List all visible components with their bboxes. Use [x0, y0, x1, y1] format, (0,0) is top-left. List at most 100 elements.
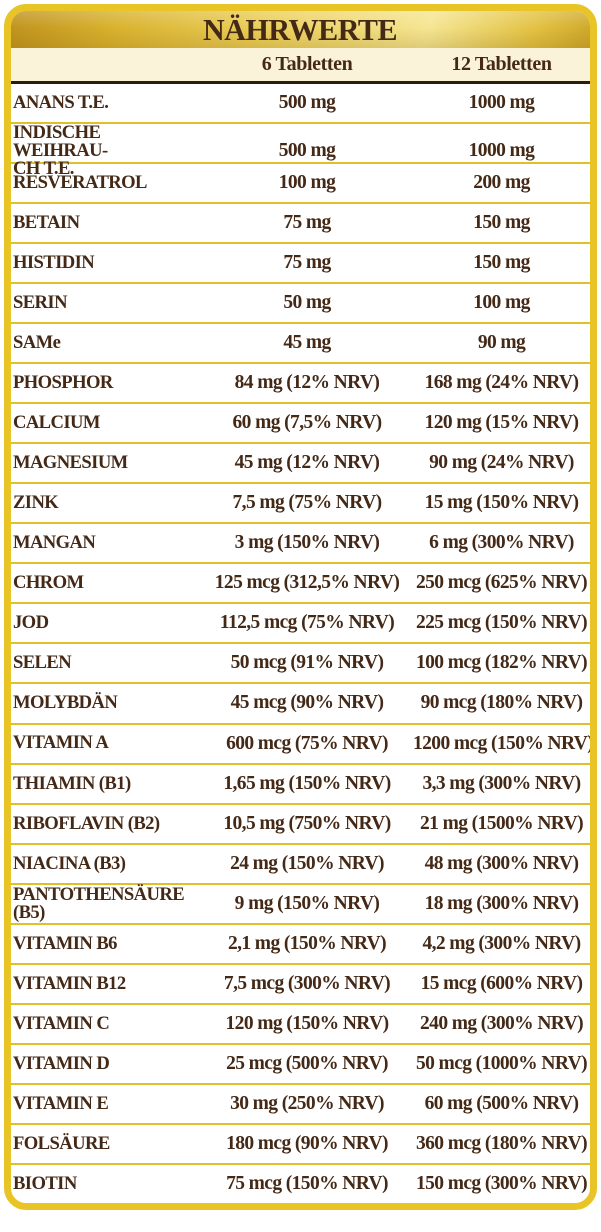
row-value-12-tabletten: 1000 mg — [468, 92, 535, 114]
row-label: PANTOTHENSÄURE (B5) — [12, 883, 185, 923]
row-label: SERIN — [12, 292, 68, 314]
row-value-6-tabletten: 3 mg (150% NRV) — [234, 532, 380, 554]
row-label: BETAIN — [12, 212, 80, 234]
table-row: PANTOTHENSÄURE (B5) 9 mg (150% NRV) 18 m… — [11, 885, 590, 925]
table-row: BIOTIN 75 mcg (150% NRV) 150 mcg (300% N… — [11, 1165, 590, 1203]
table-row: ANANS T.E. 500 mg 1000 mg — [11, 84, 590, 125]
table-row: VITAMIN E 30 mg (250% NRV) 60 mg (500% N… — [11, 1085, 590, 1125]
row-label: CHROM — [12, 572, 84, 594]
row-label: PHOSPHOR — [12, 372, 113, 394]
column-header-12-tabletten: 12 Tabletten — [451, 53, 552, 75]
row-label: MOLYBDÄN — [12, 692, 118, 714]
row-label: NIACINA (B3) — [12, 852, 126, 874]
table-row: VITAMIN B12 7,5 mcg (300% NRV) 15 mcg (6… — [11, 965, 590, 1005]
row-value-12-tabletten: 250 mcg (625% NRV) — [415, 572, 588, 594]
row-value-12-tabletten: 360 mcg (180% NRV) — [415, 1132, 588, 1154]
table-row: MOLYBDÄN 45 mcg (90% NRV) 90 mcg (180% N… — [11, 684, 590, 725]
row-label: INDISCHE WEIHRAU- CH T.E. — [12, 122, 108, 180]
row-value-12-tabletten: 100 mg — [473, 292, 530, 314]
row-label: JOD — [12, 612, 49, 634]
row-value-12-tabletten: 90 mg — [477, 332, 526, 354]
row-value-12-tabletten: 120 mg (15% NRV) — [424, 412, 579, 434]
row-label: CALCIUM — [12, 412, 101, 434]
table-row: VITAMIN D 25 mcg (500% NRV) 50 mcg (1000… — [11, 1045, 590, 1085]
table-row: BETAIN 75 mg 150 mg — [11, 204, 590, 245]
row-label: THIAMIN (B1) — [12, 772, 131, 794]
row-value-6-tabletten: 45 mg — [283, 332, 331, 354]
row-value-12-tabletten: 1000 mg — [468, 140, 535, 162]
table-row: HISTIDIN 75 mg 150 mg — [11, 244, 590, 285]
table-row: SELEN 50 mcg (91% NRV) 100 mcg (182% NRV… — [11, 644, 590, 685]
row-value-12-tabletten: 18 mg (300% NRV) — [424, 892, 579, 914]
table-row: RIBOFLAVIN (B2) 10,5 mg (750% NRV) 21 mg… — [11, 805, 590, 845]
row-value-12-tabletten: 48 mg (300% NRV) — [424, 852, 579, 874]
row-value-6-tabletten: 75 mg — [283, 252, 331, 274]
column-header-row: 6 Tabletten 12 Tabletten — [11, 48, 590, 84]
table-row: ZINK 7,5 mg (75% NRV) 15 mg (150% NRV) — [11, 484, 590, 525]
row-label: MANGAN — [12, 532, 96, 554]
table-row: NIACINA (B3) 24 mg (150% NRV) 48 mg (300… — [11, 845, 590, 885]
page-title: NÄHRWERTE — [203, 11, 398, 47]
row-label: VITAMIN B12 — [12, 972, 126, 994]
panel-header: NÄHRWERTE — [11, 11, 590, 48]
table-row: CHROM 125 mcg (312,5% NRV) 250 mcg (625%… — [11, 564, 590, 605]
row-value-6-tabletten: 30 mg (250% NRV) — [230, 1092, 384, 1114]
row-label: ANANS T.E. — [12, 91, 109, 113]
table-row: SAMe 45 mg 90 mg — [11, 324, 590, 365]
table-row: PHOSPHOR 84 mg (12% NRV) 168 mg (24% NRV… — [11, 364, 590, 405]
row-value-6-tabletten: 75 mg — [283, 212, 331, 234]
row-value-6-tabletten: 50 mcg (91% NRV) — [230, 652, 384, 674]
row-label: VITAMIN D — [12, 1052, 110, 1074]
row-value-6-tabletten: 50 mg — [283, 292, 331, 314]
row-label: FOLSÄURE — [12, 1132, 110, 1154]
row-value-6-tabletten: 600 mcg (75% NRV) — [226, 732, 388, 754]
row-value-6-tabletten: 45 mcg (90% NRV) — [230, 692, 384, 714]
row-value-12-tabletten: 15 mcg (600% NRV) — [420, 972, 583, 994]
row-value-12-tabletten: 168 mg (24% NRV) — [424, 372, 579, 394]
row-value-6-tabletten: 24 mg (150% NRV) — [230, 852, 384, 874]
row-label: VITAMIN A — [12, 732, 109, 754]
table-body: ANANS T.E. 500 mg 1000 mg INDISCHE WEIHR… — [11, 84, 590, 1203]
row-label: RIBOFLAVIN (B2) — [12, 812, 160, 834]
row-value-6-tabletten: 100 mg — [278, 172, 336, 194]
row-value-12-tabletten: 50 mcg (1000% NRV) — [415, 1052, 588, 1074]
row-value-12-tabletten: 3,3 mg (300% NRV) — [422, 772, 581, 794]
row-value-6-tabletten: 1,65 mg (150% NRV) — [223, 772, 391, 794]
row-value-12-tabletten: 1200 mcg (150% NRV) — [413, 732, 594, 754]
row-value-6-tabletten: 2,1 mg (150% NRV) — [227, 932, 387, 954]
row-value-12-tabletten: 21 mg (1500% NRV) — [420, 812, 584, 834]
row-value-6-tabletten: 125 mcg (312,5% NRV) — [214, 572, 400, 594]
row-value-6-tabletten: 45 mg (12% NRV) — [234, 452, 380, 474]
nutrition-facts-panel: NÄHRWERTE 6 Tabletten 12 Tabletten ANANS… — [4, 4, 597, 1210]
table-row: MANGAN 3 mg (150% NRV) 6 mg (300% NRV) — [11, 524, 590, 565]
row-value-12-tabletten: 150 mcg (300% NRV) — [415, 1172, 588, 1194]
row-label: ZINK — [12, 492, 59, 514]
row-value-6-tabletten: 25 mcg (500% NRV) — [226, 1052, 388, 1074]
row-label: BIOTIN — [12, 1172, 77, 1194]
table-row: MAGNESIUM 45 mg (12% NRV) 90 mg (24% NRV… — [11, 444, 590, 485]
row-value-6-tabletten: 112,5 mcg (75% NRV) — [219, 612, 395, 634]
row-value-12-tabletten: 6 mg (300% NRV) — [429, 532, 574, 554]
row-value-12-tabletten: 90 mcg (180% NRV) — [420, 692, 583, 714]
row-value-12-tabletten: 15 mg (150% NRV) — [424, 492, 579, 514]
row-label: MAGNESIUM — [12, 452, 128, 474]
row-value-6-tabletten: 60 mg (7,5% NRV) — [232, 412, 383, 434]
table-row: FOLSÄURE 180 mcg (90% NRV) 360 mcg (180%… — [11, 1125, 590, 1165]
row-value-12-tabletten: 240 mg (300% NRV) — [420, 1012, 584, 1034]
row-label: SAMe — [12, 332, 61, 354]
row-label: SELEN — [12, 652, 72, 674]
row-value-6-tabletten: 7,5 mcg (300% NRV) — [223, 972, 391, 994]
table-row: CALCIUM 60 mg (7,5% NRV) 120 mg (15% NRV… — [11, 404, 590, 445]
table-row: RESVERATROL 100 mg 200 mg — [11, 164, 590, 205]
row-value-12-tabletten: 150 mg — [473, 212, 530, 234]
row-value-12-tabletten: 90 mg (24% NRV) — [429, 452, 574, 474]
row-value-6-tabletten: 10,5 mg (750% NRV) — [223, 812, 391, 834]
row-label: VITAMIN C — [12, 1012, 110, 1034]
row-value-6-tabletten: 7,5 mg (75% NRV) — [232, 492, 383, 514]
row-value-6-tabletten: 180 mcg (90% NRV) — [226, 1132, 388, 1154]
table-row: THIAMIN (B1) 1,65 mg (150% NRV) 3,3 mg (… — [11, 765, 590, 805]
row-value-6-tabletten: 120 mg (150% NRV) — [225, 1012, 390, 1034]
table-row: VITAMIN C 120 mg (150% NRV) 240 mg (300%… — [11, 1005, 590, 1045]
row-value-12-tabletten: 60 mg (500% NRV) — [424, 1092, 579, 1114]
row-value-12-tabletten: 100 mcg (182% NRV) — [415, 652, 588, 674]
